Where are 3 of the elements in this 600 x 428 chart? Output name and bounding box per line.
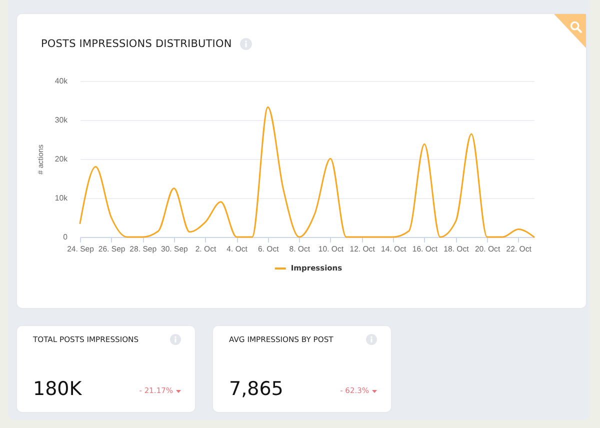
chart-title: POSTS IMPRESSIONS DISTRIBUTION xyxy=(41,37,232,51)
text: 7,865 xyxy=(229,378,284,400)
text: 180K xyxy=(33,378,82,400)
